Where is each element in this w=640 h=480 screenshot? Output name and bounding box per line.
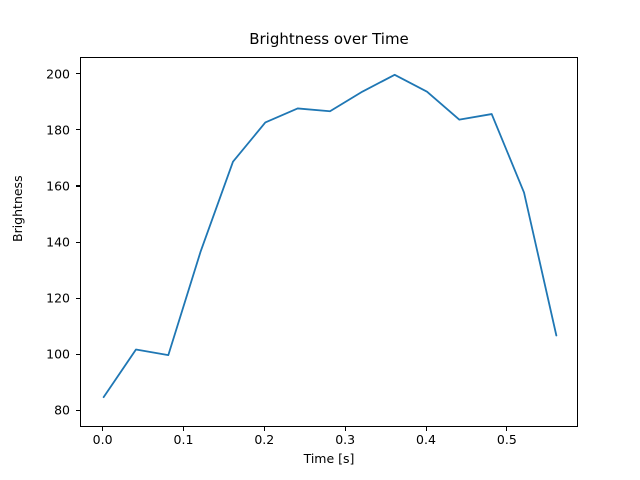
x-tick-mark bbox=[182, 427, 185, 431]
line-chart-svg bbox=[102, 73, 558, 399]
plot-area bbox=[80, 57, 578, 427]
y-tick-mark bbox=[76, 297, 80, 299]
y-tick-label: 180 bbox=[46, 122, 70, 138]
y-tick-label: 200 bbox=[46, 66, 70, 82]
y-tick-label: 140 bbox=[46, 234, 70, 250]
y-tick-mark bbox=[76, 353, 80, 355]
x-tick-mark bbox=[263, 427, 265, 431]
y-tick-mark bbox=[76, 129, 80, 131]
x-tick-mark bbox=[344, 427, 346, 431]
x-tick-mark bbox=[102, 427, 104, 431]
y-tick-label: 120 bbox=[46, 290, 70, 306]
y-tick-mark bbox=[76, 409, 80, 411]
y-tick-label: 160 bbox=[46, 178, 70, 194]
x-tick-label: 0.5 bbox=[496, 432, 517, 447]
y-tick-label: 80 bbox=[54, 402, 70, 418]
x-tick-label: 0.1 bbox=[173, 432, 194, 447]
x-axis-label: Time [s] bbox=[303, 451, 355, 466]
data-series-line bbox=[102, 73, 558, 399]
y-tick-mark bbox=[76, 73, 80, 75]
x-tick-mark bbox=[425, 427, 427, 431]
y-tick-mark bbox=[76, 185, 80, 187]
y-tick-label: 100 bbox=[46, 346, 70, 362]
chart-title: Brightness over Time bbox=[249, 30, 409, 48]
x-tick-label: 0.2 bbox=[254, 432, 275, 447]
y-tick-mark bbox=[76, 241, 80, 243]
x-tick-label: 0.4 bbox=[416, 432, 436, 447]
x-tick-label: 0.0 bbox=[92, 432, 113, 447]
x-tick-mark bbox=[506, 427, 508, 431]
x-tick-label: 0.3 bbox=[335, 432, 356, 447]
